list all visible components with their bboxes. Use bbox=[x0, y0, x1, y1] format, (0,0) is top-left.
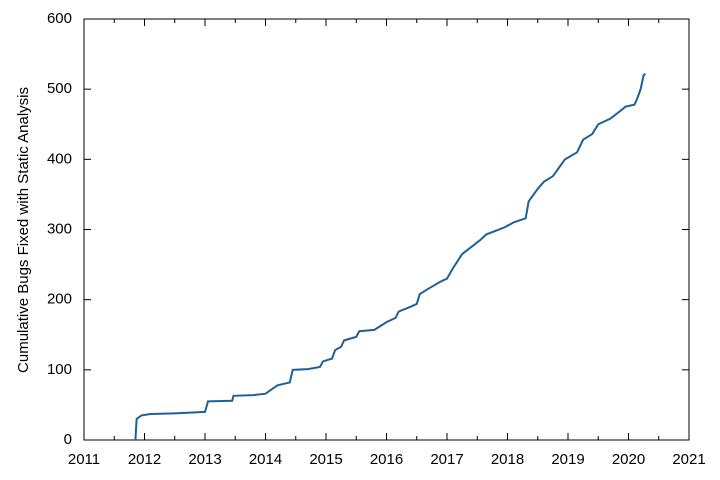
x-tick-label: 2014 bbox=[249, 451, 282, 468]
y-tick-label: 300 bbox=[47, 220, 72, 237]
x-tick-label: 2013 bbox=[188, 451, 221, 468]
data-line bbox=[134, 72, 647, 441]
y-tick-label: 500 bbox=[47, 80, 72, 97]
x-tick-label: 2020 bbox=[612, 451, 645, 468]
x-tick-label: 2012 bbox=[128, 451, 161, 468]
y-tick-label: 0 bbox=[64, 431, 72, 448]
x-tick-label: 2016 bbox=[370, 451, 403, 468]
y-tick-label: 100 bbox=[47, 361, 72, 378]
y-tick-label: 200 bbox=[47, 291, 72, 308]
x-tick-label: 2019 bbox=[551, 451, 584, 468]
y-tick-label: 600 bbox=[47, 10, 72, 27]
x-tick-label: 2021 bbox=[672, 451, 705, 468]
plot-frame bbox=[83, 18, 690, 441]
x-tick-label: 2015 bbox=[309, 451, 342, 468]
y-axis-label: Cumulative Bugs Fixed with Static Analys… bbox=[15, 87, 32, 373]
y-tick-label: 400 bbox=[47, 150, 72, 167]
x-tick-label: 2011 bbox=[68, 451, 100, 468]
x-tick-label: 2018 bbox=[491, 451, 524, 468]
x-tick-label: 2017 bbox=[430, 451, 463, 468]
